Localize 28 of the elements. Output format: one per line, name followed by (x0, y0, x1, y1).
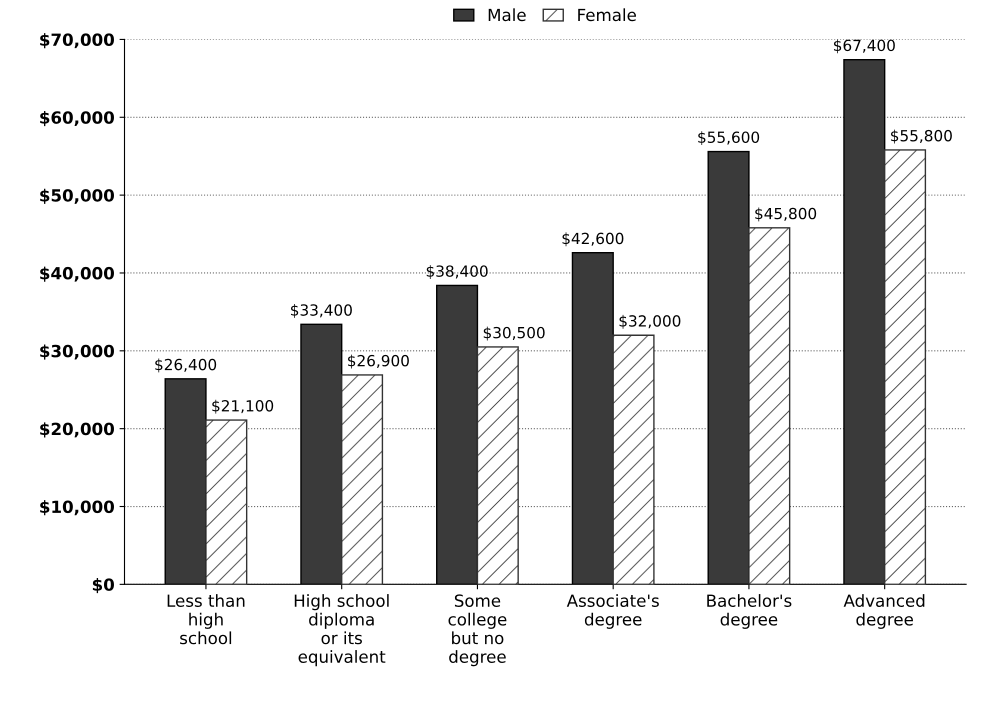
x-tick-label: High school diploma or its equivalent (294, 594, 389, 666)
x-tick-label: Bachelor's degree (707, 594, 792, 629)
y-tick-label: $70,000 (40, 33, 114, 48)
legend-label: Female (578, 8, 636, 22)
y-tick-label: $10,000 (40, 500, 114, 516)
x-tick-label: Less than high school (168, 594, 244, 644)
data-label: $30,500 (484, 326, 545, 340)
legend-label: Male (488, 8, 526, 22)
data-label: $32,000 (620, 314, 680, 329)
data-label: $45,800 (755, 207, 816, 222)
x-tick-label: Some college but no degree (448, 594, 506, 666)
data-label: $38,400 (426, 265, 488, 279)
y-tick-label: $30,000 (40, 344, 114, 360)
x-tick-label: Associate's degree (566, 594, 659, 629)
data-label: $26,900 (348, 354, 409, 368)
x-tick-label: Advanced degree (844, 594, 924, 629)
data-label: $67,400 (834, 39, 895, 54)
data-label: $42,600 (562, 232, 624, 246)
data-label: $55,600 (698, 131, 760, 146)
data-label: $33,400 (291, 304, 352, 318)
data-label: $21,100 (212, 400, 274, 414)
y-tick-label: $50,000 (40, 188, 114, 204)
y-tick-label: $20,000 (40, 422, 114, 438)
y-tick-label: $40,000 (40, 266, 114, 282)
data-label: $26,400 (155, 358, 216, 372)
y-tick-label: $60,000 (40, 110, 114, 126)
data-label: $55,800 (891, 130, 952, 144)
y-tick-label: $0 (92, 578, 114, 594)
